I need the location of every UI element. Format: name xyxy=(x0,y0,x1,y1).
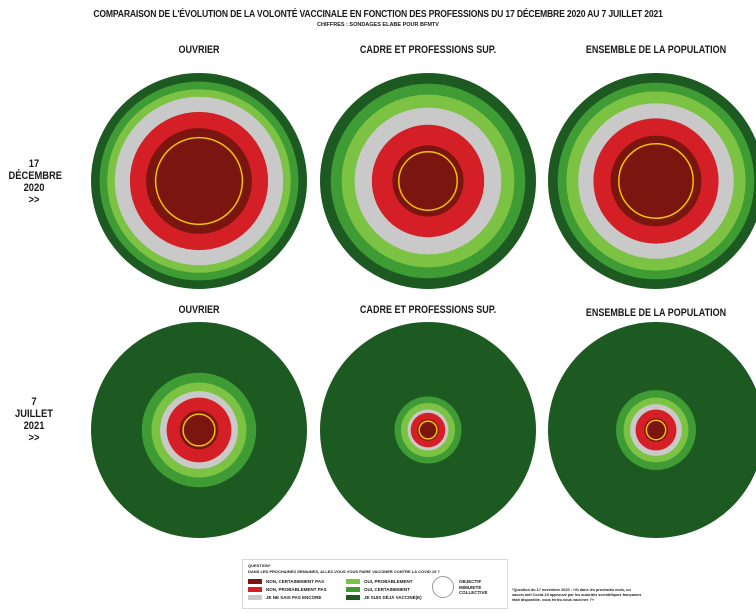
donut-panel xyxy=(91,322,307,538)
donut-panel xyxy=(320,322,536,538)
ring-0 xyxy=(610,135,702,227)
donut-panel xyxy=(548,322,756,538)
footnote: *Question du 17 novembre 2020 : «Si dans… xyxy=(512,588,642,602)
herd-immunity-target xyxy=(645,419,667,441)
ring-0 xyxy=(179,410,219,450)
legend-label: JE SUIS DÉJÀ VACCINÉ(E) xyxy=(364,595,422,600)
donut-panel xyxy=(548,73,756,289)
legend-question-title: QUESTION* xyxy=(248,563,271,568)
herd-immunity-target xyxy=(618,143,694,219)
legend-swatch xyxy=(346,587,360,592)
row-label: 17 DÉCEMBRE 2020 >> xyxy=(8,158,63,206)
herd-immunity-ring-icon xyxy=(432,576,454,598)
herd-immunity-target xyxy=(398,151,458,211)
herd-immunity-target xyxy=(182,413,216,447)
ring-0 xyxy=(146,128,252,234)
column-label: CADRE ET PROFESSIONS SUP. xyxy=(359,44,497,56)
legend-swatch xyxy=(346,579,360,584)
column-label: OUVRIER xyxy=(178,44,220,56)
legend: QUESTION* DANS LES PROCHAINES SEMAINES, … xyxy=(242,559,508,609)
herd-immunity-target xyxy=(418,420,438,440)
ring-0 xyxy=(417,419,439,441)
column-label: OUVRIER xyxy=(178,304,220,316)
legend-item: JE NE SAIS PAS ENCORE xyxy=(248,595,321,600)
legend-swatch xyxy=(346,595,360,600)
chart-subtitle: CHIFFRES : SONDAGES ELABE POUR BFMTV xyxy=(317,22,439,28)
legend-label: NON, CERTAINEMENT PAS xyxy=(266,579,325,584)
legend-swatch xyxy=(248,587,262,592)
legend-label: NON, PROBABLEMENT PAS xyxy=(266,587,327,592)
legend-question-text: DANS LES PROCHAINES SEMAINES, ALLEZ-VOUS… xyxy=(248,569,440,574)
column-label: CADRE ET PROFESSIONS SUP. xyxy=(359,304,497,316)
legend-swatch xyxy=(248,595,262,600)
donut-panel xyxy=(91,73,307,289)
legend-item: NON, PROBABLEMENT PAS xyxy=(248,587,327,592)
herd-immunity-target xyxy=(154,136,244,226)
column-label: ENSEMBLE DE LA POPULATION xyxy=(585,307,727,319)
legend-item: OUI, CERTAINEMENT xyxy=(346,587,410,592)
legend-label: OUI, PROBABLEMENT xyxy=(364,579,413,584)
column-label: ENSEMBLE DE LA POPULATION xyxy=(585,44,727,56)
legend-target-label: OBJECTIF IMMUNITÉ COLLECTIVE xyxy=(459,579,488,595)
donut-panel xyxy=(320,73,536,289)
legend-label: JE NE SAIS PAS ENCORE xyxy=(266,595,322,600)
ring-0 xyxy=(644,418,668,442)
legend-label: OUI, CERTAINEMENT xyxy=(364,587,410,592)
chart-title: COMPARAISON DE L'ÉVOLUTION DE LA VOLONTÉ… xyxy=(93,9,663,20)
legend-swatch xyxy=(248,579,262,584)
legend-item: NON, CERTAINEMENT PAS xyxy=(248,579,324,584)
row-label: 7 JUILLET 2021 >> xyxy=(15,396,53,444)
ring-0 xyxy=(392,145,464,217)
legend-item: JE SUIS DÉJÀ VACCINÉ(E) xyxy=(346,595,422,600)
legend-item: OUI, PROBABLEMENT xyxy=(346,579,413,584)
